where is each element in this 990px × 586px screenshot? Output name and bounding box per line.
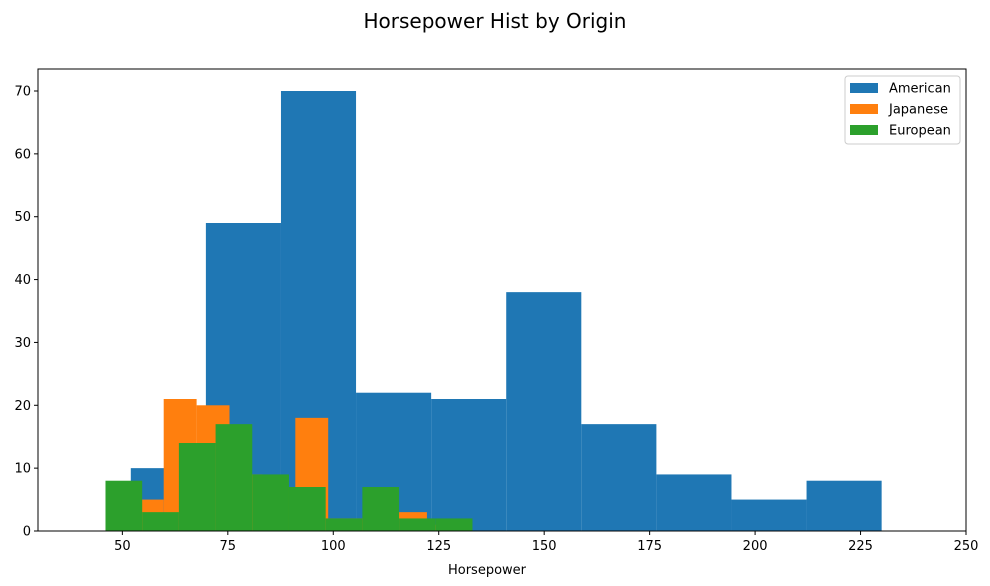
- x-tick-label: 75: [220, 539, 237, 554]
- y-tick-label: 70: [14, 85, 31, 100]
- bar-american: [581, 424, 657, 531]
- bar-american: [431, 399, 507, 531]
- bar-european: [325, 518, 363, 531]
- y-tick-label: 0: [23, 525, 31, 540]
- x-tick-label: 100: [321, 539, 346, 554]
- legend-swatch: [850, 104, 878, 114]
- series-american: [130, 91, 882, 531]
- bar-european: [252, 474, 289, 531]
- y-axis-ticks: 0 10 20 30 40 50 60 70: [14, 85, 38, 540]
- legend-label: European: [889, 124, 951, 139]
- chart-title: Horsepower Hist by Origin: [364, 9, 627, 33]
- legend: American Japanese European: [844, 75, 961, 145]
- legend-swatch: [850, 83, 878, 93]
- bar-american: [806, 480, 882, 531]
- bar-american: [656, 474, 732, 531]
- y-tick-label: 10: [14, 462, 31, 477]
- x-axis-ticks: 50 75 100 125 150 175 200 225 250: [114, 531, 978, 554]
- bar-european: [142, 512, 179, 531]
- y-tick-label: 50: [14, 210, 31, 225]
- bar-european: [399, 518, 436, 531]
- bars-layer: [105, 91, 882, 531]
- legend-swatch: [850, 125, 878, 135]
- x-tick-label: 225: [848, 539, 873, 554]
- bar-european: [362, 487, 400, 531]
- series-european: [105, 424, 473, 531]
- bar-european: [178, 443, 216, 531]
- x-tick-label: 200: [743, 539, 768, 554]
- y-tick-label: 60: [14, 147, 31, 162]
- bar-american: [506, 292, 582, 531]
- x-tick-label: 125: [426, 539, 451, 554]
- plot-frame: [37, 68, 967, 532]
- bar-european: [288, 487, 326, 531]
- x-tick-label: 50: [114, 539, 131, 554]
- legend-label: Japanese: [888, 103, 948, 118]
- legend-label: American: [889, 82, 951, 97]
- bar-european: [105, 480, 143, 531]
- bar-european: [435, 518, 473, 531]
- y-tick-label: 20: [14, 399, 31, 414]
- y-tick-label: 30: [14, 336, 31, 351]
- x-tick-label: 175: [637, 539, 662, 554]
- x-tick-label: 150: [532, 539, 557, 554]
- x-tick-label: 250: [954, 539, 979, 554]
- bar-american: [731, 499, 807, 531]
- y-tick-label: 40: [14, 273, 31, 288]
- x-axis-label: Horsepower: [448, 563, 527, 578]
- bar-european: [215, 424, 253, 531]
